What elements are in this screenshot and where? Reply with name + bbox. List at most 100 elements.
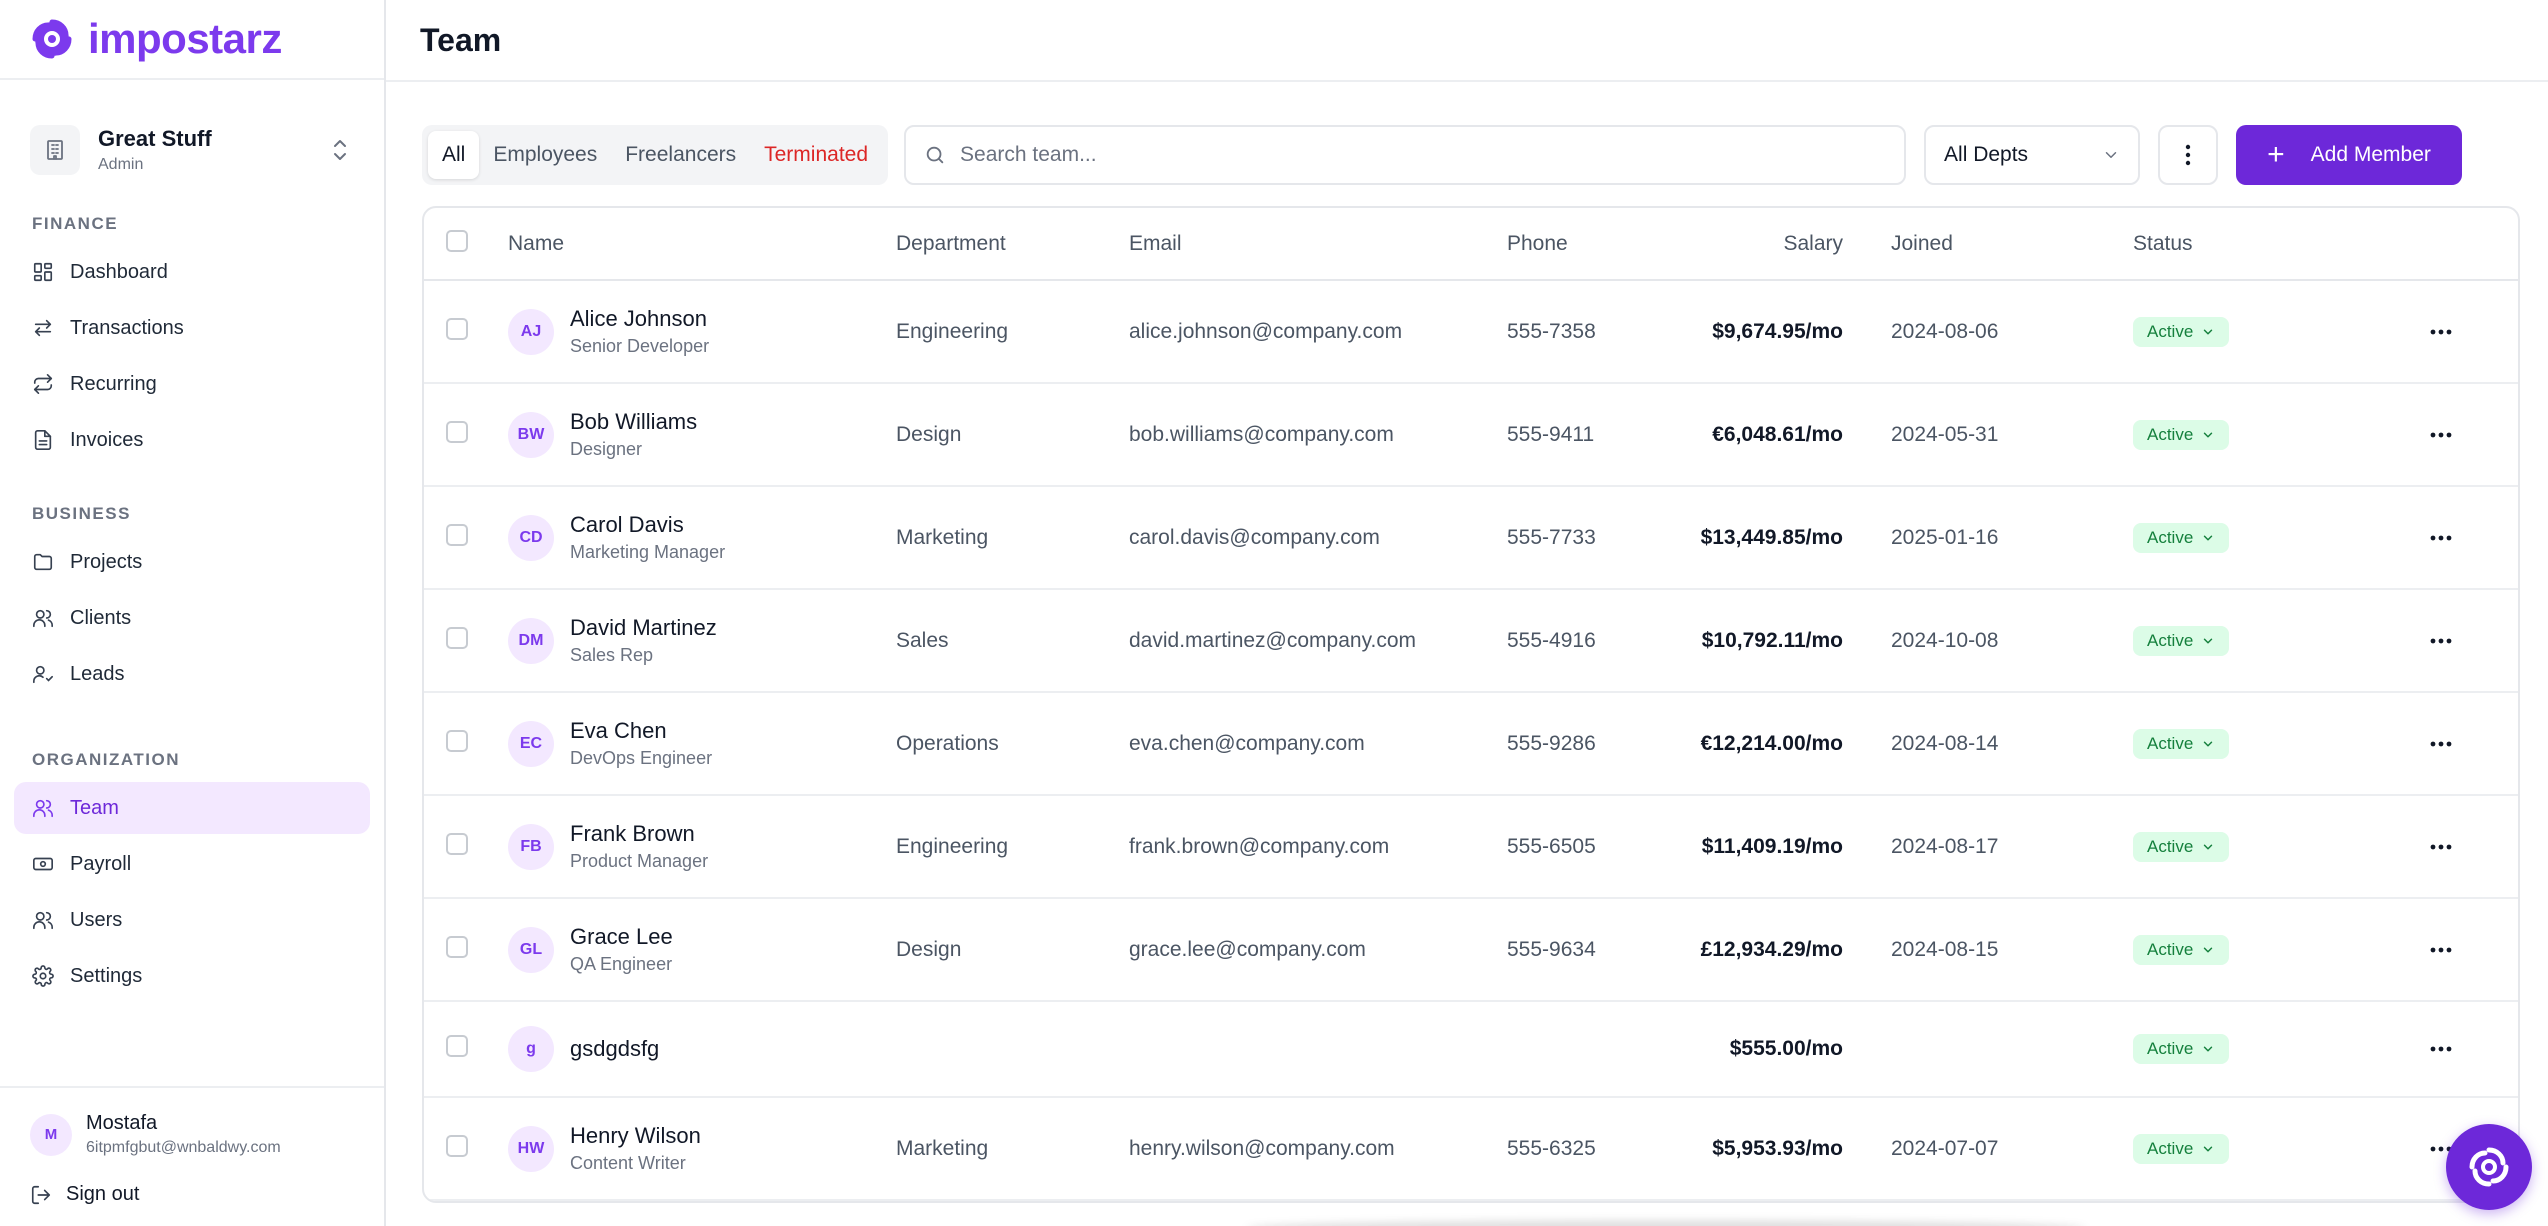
member-name[interactable]: David Martinez <box>570 615 717 640</box>
row-actions-button[interactable] <box>2421 1029 2461 1069</box>
row-checkbox[interactable] <box>446 317 468 340</box>
status-badge[interactable]: Active <box>2133 316 2230 347</box>
status-cell: Active <box>2133 1097 2363 1201</box>
table-row[interactable]: CD Carol Davis Marketing Manager Marketing c… <box>424 486 2518 590</box>
column-header-department[interactable]: Department <box>896 208 1129 281</box>
tab-terminated[interactable]: Terminated <box>764 143 869 166</box>
status-label: Active <box>2147 1039 2194 1058</box>
row-checkbox[interactable] <box>446 523 468 546</box>
salary-cell: $555.00/mo <box>1679 1001 1891 1098</box>
table-row[interactable]: FB Frank Brown Product Manager Engineering f… <box>424 795 2518 899</box>
table-row[interactable]: AJ Alice Johnson Senior Developer Engineeri… <box>424 280 2518 384</box>
member-name[interactable]: gsdgdsfg <box>570 1036 660 1061</box>
table-row[interactable]: HW Henry Wilson Content Writer Marketing hen… <box>424 1097 2518 1201</box>
joined-cell <box>1891 1001 2133 1098</box>
sidebar-item-label: Payroll <box>70 852 132 875</box>
member-name[interactable]: Alice Johnson <box>570 306 707 331</box>
member-name[interactable]: Carol Davis <box>570 512 684 537</box>
row-select-cell <box>424 795 508 899</box>
sidebar-item-settings[interactable]: Settings <box>14 950 370 1002</box>
table-row[interactable]: GL Grace Lee QA Engineer Design grace.lee@co… <box>424 898 2518 1002</box>
row-checkbox[interactable] <box>446 420 468 443</box>
more-options-button[interactable] <box>2158 125 2219 185</box>
sidebar-item-projects[interactable]: Projects <box>14 536 370 588</box>
sidebar-item-payroll[interactable]: Payroll <box>14 838 370 890</box>
sidebar-item-team[interactable]: Team <box>14 782 370 834</box>
row-actions-button[interactable] <box>2421 621 2461 661</box>
users-icon <box>32 909 54 931</box>
row-actions-button[interactable] <box>2421 827 2461 867</box>
sidebar-item-dashboard[interactable]: Dashboard <box>14 246 370 298</box>
member-name[interactable]: Eva Chen <box>570 718 667 743</box>
column-header-salary[interactable]: Salary <box>1679 208 1891 281</box>
status-badge[interactable]: Active <box>2133 522 2230 553</box>
department-cell: Sales <box>896 589 1129 693</box>
column-header-email[interactable]: Email <box>1129 208 1507 281</box>
column-header-phone[interactable]: Phone <box>1507 208 1679 281</box>
brand[interactable]: impostarz <box>0 0 384 80</box>
status-badge[interactable]: Active <box>2133 419 2230 450</box>
user-profile[interactable]: M Mostafa 6itpmfgbut@wnbaldwy.com <box>30 1112 354 1157</box>
tab-freelancers[interactable]: Freelancers <box>625 143 737 166</box>
member-role: Content Writer <box>570 1153 686 1173</box>
building-icon <box>30 125 80 175</box>
row-checkbox[interactable] <box>446 832 468 855</box>
row-checkbox[interactable] <box>446 1035 468 1057</box>
leads-icon <box>32 663 54 685</box>
sidebar-item-leads[interactable]: Leads <box>14 648 370 700</box>
member-name[interactable]: Frank Brown <box>570 821 695 846</box>
member-name[interactable]: Bob Williams <box>570 409 698 434</box>
assistant-fab-button[interactable] <box>2446 1124 2532 1210</box>
sign-out-button[interactable]: Sign out <box>30 1183 354 1206</box>
add-member-button[interactable]: + Add Member <box>2236 125 2463 185</box>
column-header-name[interactable]: Name <box>508 208 896 281</box>
sidebar-item-clients[interactable]: Clients <box>14 592 370 644</box>
column-header-status[interactable]: Status <box>2133 208 2363 281</box>
avatar: DM <box>508 617 554 664</box>
row-actions-button[interactable] <box>2421 415 2461 455</box>
org-role: Admin <box>98 156 144 173</box>
member-name[interactable]: Grace Lee <box>570 924 673 949</box>
org-switcher[interactable]: Great Stuff Admin <box>0 80 384 190</box>
table-row[interactable]: g gsdgdsfg $555.00/mo Active <box>424 1001 2518 1098</box>
status-cell: Active <box>2133 280 2363 384</box>
row-checkbox[interactable] <box>446 729 468 752</box>
select-all-checkbox[interactable] <box>446 229 468 252</box>
sidebar-item-transactions[interactable]: Transactions <box>14 302 370 354</box>
status-badge[interactable]: Active <box>2133 625 2230 656</box>
row-actions-button[interactable] <box>2421 518 2461 558</box>
section-title: ORGANIZATION <box>32 750 181 769</box>
table-row[interactable]: DM David Martinez Sales Rep Sales david.mart… <box>424 589 2518 693</box>
chevrons-up-down-icon[interactable] <box>326 136 354 164</box>
row-actions-button[interactable] <box>2421 312 2461 352</box>
row-checkbox[interactable] <box>446 626 468 649</box>
department-cell: Design <box>896 898 1129 1002</box>
dashboard-icon <box>32 261 54 283</box>
row-checkbox[interactable] <box>446 1134 468 1157</box>
row-checkbox[interactable] <box>446 935 468 958</box>
name-cell: AJ Alice Johnson Senior Developer <box>508 280 896 384</box>
status-badge[interactable]: Active <box>2133 1034 2230 1064</box>
department-select[interactable]: All Depts <box>1924 125 2141 185</box>
tab-employees[interactable]: Employees <box>493 143 598 166</box>
status-badge[interactable]: Active <box>2133 728 2230 759</box>
status-badge[interactable]: Active <box>2133 831 2230 862</box>
table-row[interactable]: EC Eva Chen DevOps Engineer Operations eva.c… <box>424 692 2518 796</box>
sidebar-item-users[interactable]: Users <box>14 894 370 946</box>
status-badge[interactable]: Active <box>2133 1133 2230 1164</box>
search-input[interactable] <box>960 143 1861 167</box>
row-actions-button[interactable] <box>2421 930 2461 970</box>
column-header-joined[interactable]: Joined <box>1891 208 2133 281</box>
row-actions-button[interactable] <box>2421 724 2461 764</box>
sidebar-item-recurring[interactable]: Recurring <box>14 358 370 410</box>
member-name[interactable]: Henry Wilson <box>570 1123 701 1148</box>
invoice-icon <box>32 429 54 451</box>
table-row[interactable]: BW Bob Williams Designer Design bob.williams… <box>424 383 2518 487</box>
sidebar-item-invoices[interactable]: Invoices <box>14 414 370 466</box>
logout-icon <box>30 1184 52 1206</box>
salary-cell: $13,449.85/mo <box>1679 486 1891 590</box>
gear-icon <box>32 965 54 987</box>
status-badge[interactable]: Active <box>2133 934 2230 965</box>
tab-all[interactable]: All <box>428 131 480 179</box>
phone-cell <box>1507 1001 1679 1098</box>
